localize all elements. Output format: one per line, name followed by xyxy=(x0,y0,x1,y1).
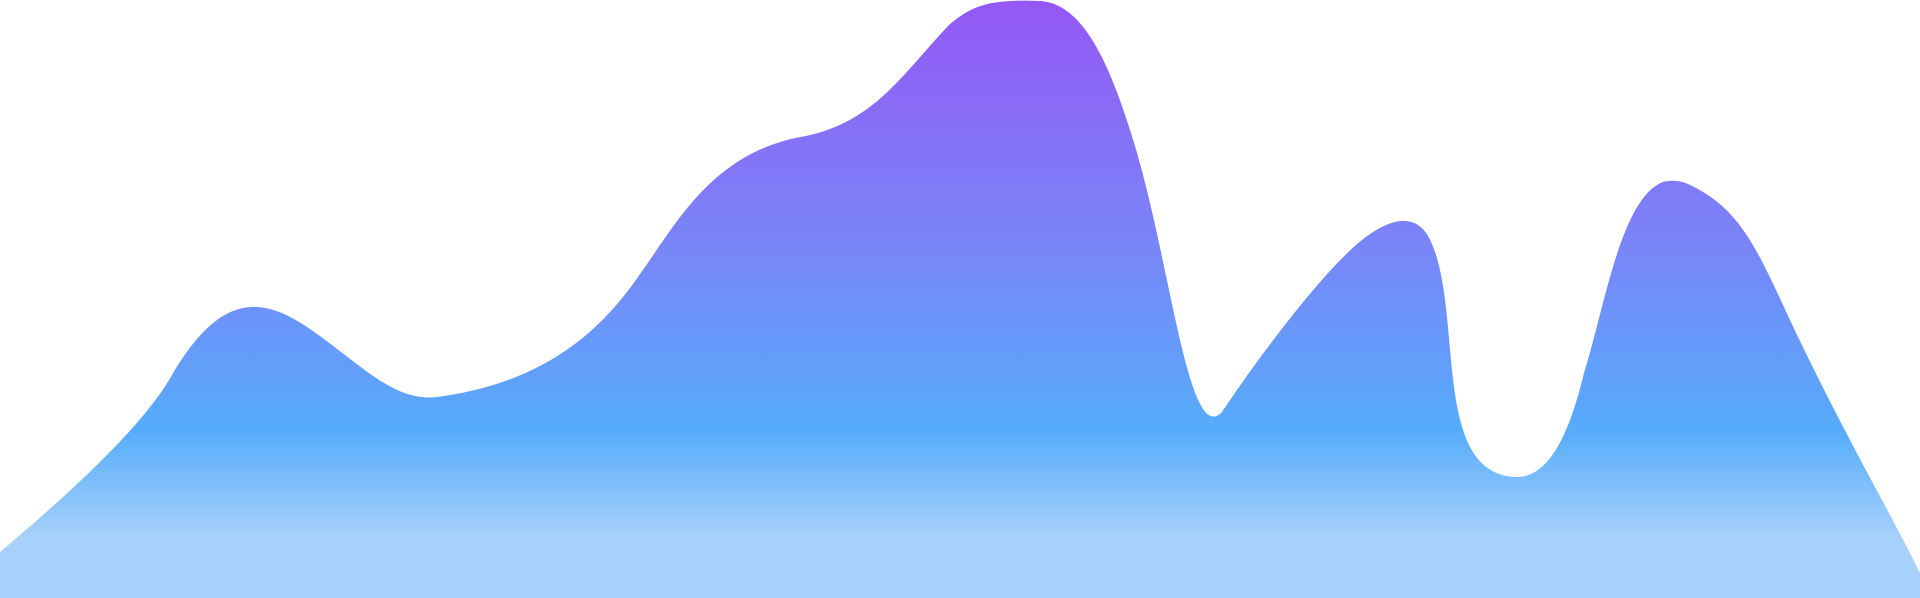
gradient-wave-shape xyxy=(0,0,1920,598)
wave-graphic xyxy=(0,0,1920,598)
decorative-wave-canvas xyxy=(0,0,1920,598)
